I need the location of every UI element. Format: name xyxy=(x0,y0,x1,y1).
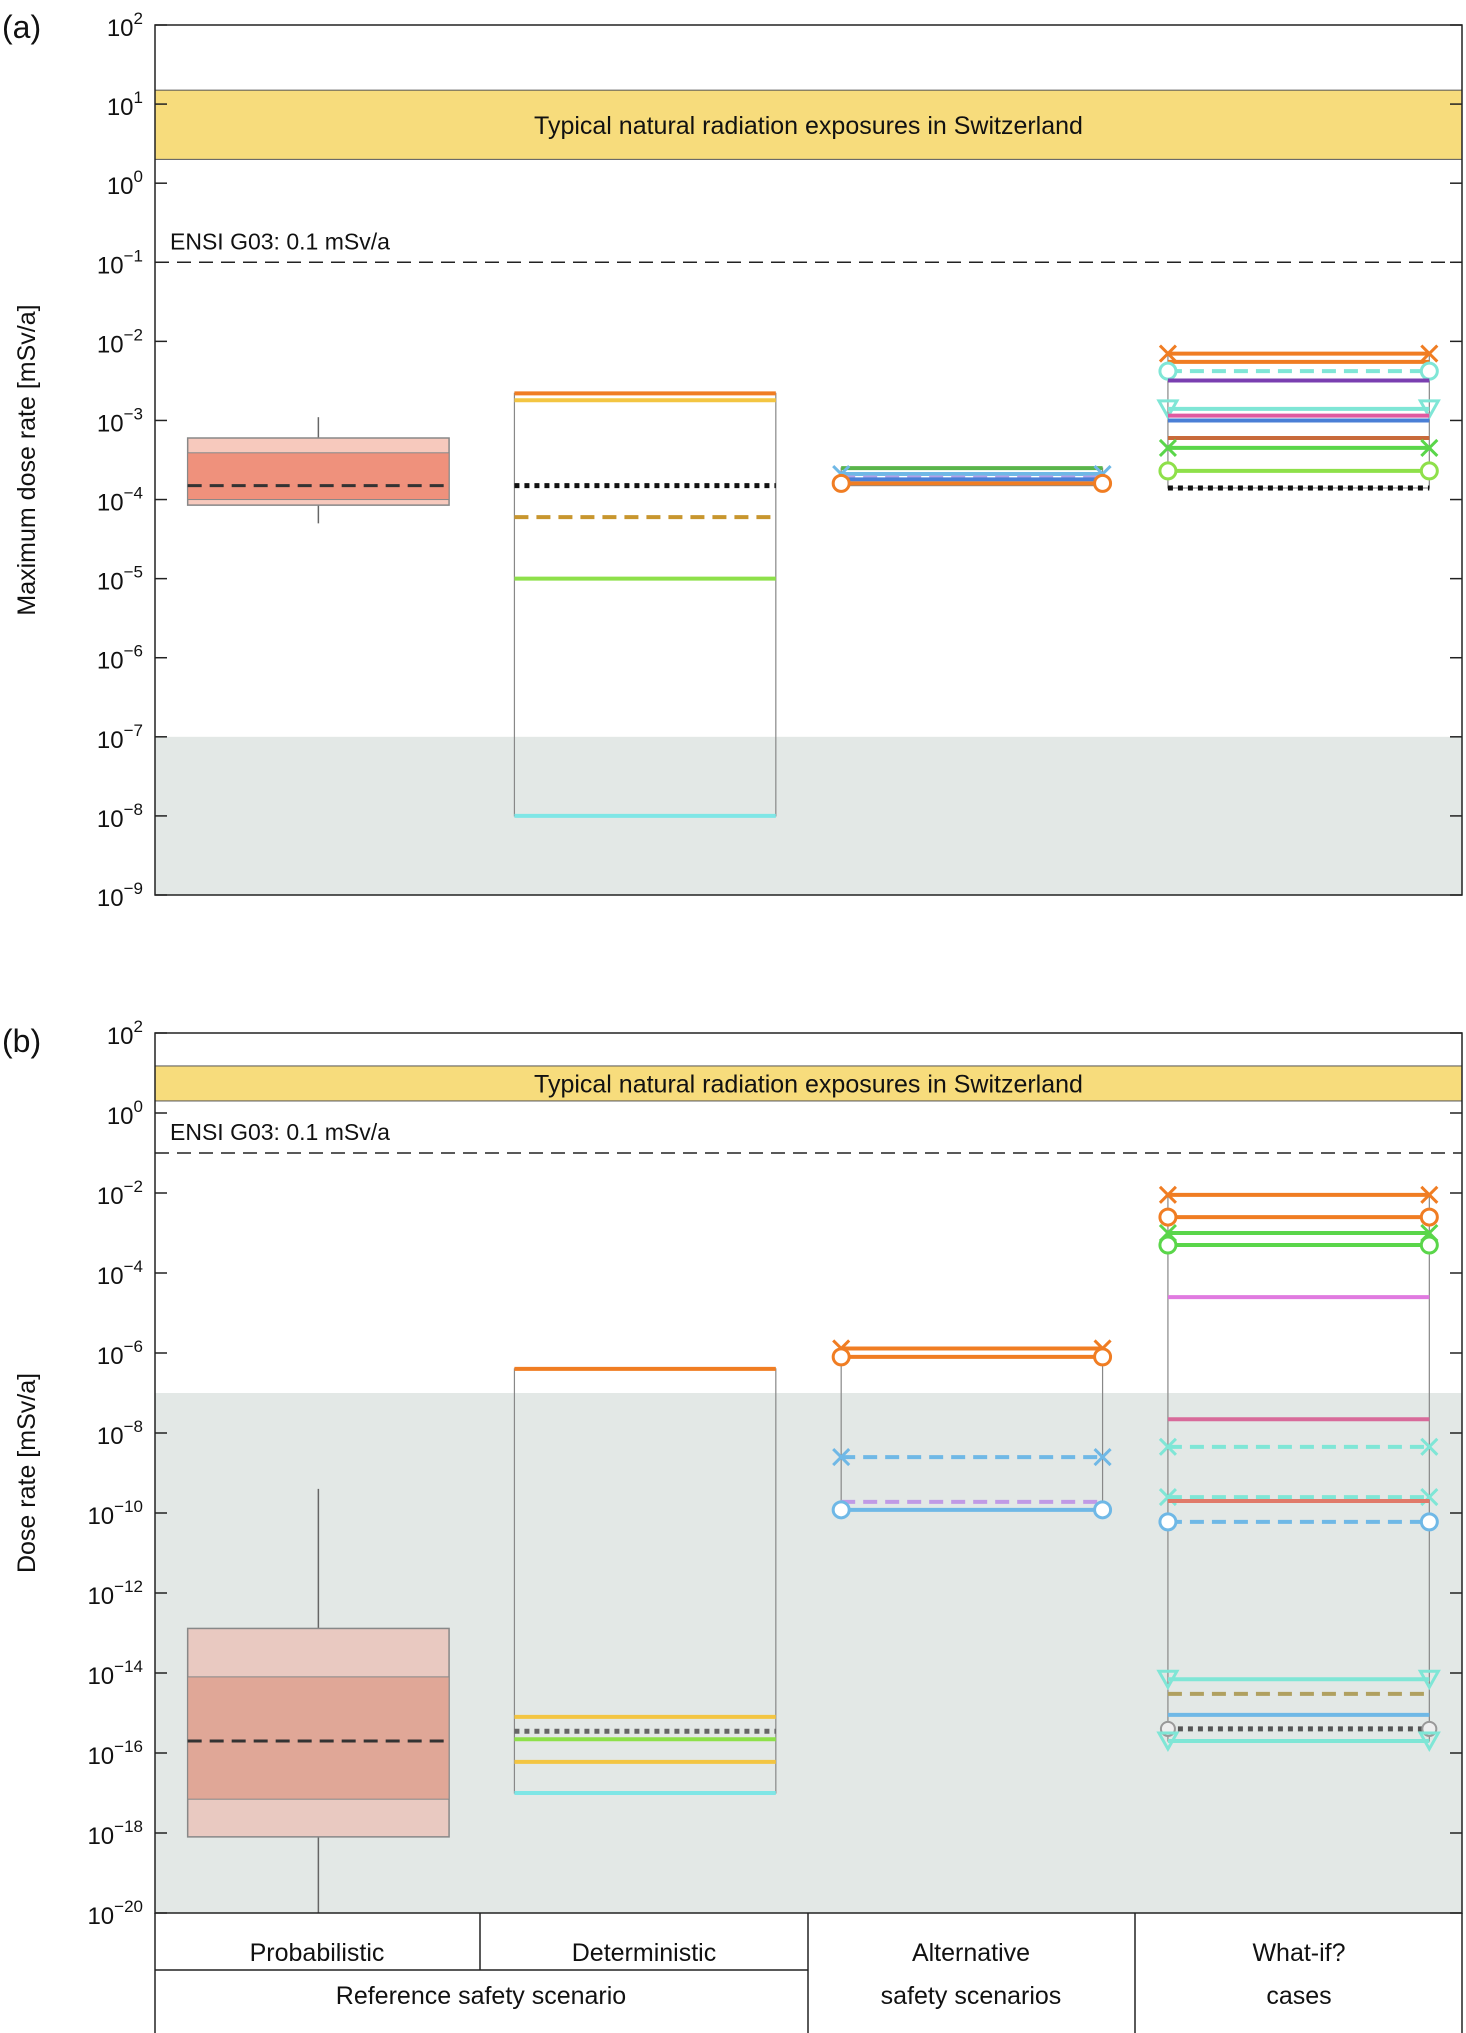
ensi-limit-label: ENSI G03: 0.1 mSv/a xyxy=(170,228,390,254)
panel-a-label: (a) xyxy=(2,9,41,45)
y-tick-label: 102 xyxy=(107,9,143,42)
scenario-marker xyxy=(1156,1669,1180,1691)
group-whatif xyxy=(1156,344,1441,491)
scenario-marker xyxy=(1417,399,1441,420)
y-tick-label: 10−5 xyxy=(97,563,143,596)
scenario-marker xyxy=(1417,1669,1441,1691)
scenario-marker xyxy=(1158,344,1177,363)
scenario-marker xyxy=(832,1448,851,1467)
scenario-marker xyxy=(1158,461,1178,481)
category-whatif-line1: What-if? xyxy=(1252,1939,1345,1967)
y-tick-label: 10−8 xyxy=(97,800,143,833)
panel-b-label: (b) xyxy=(2,1023,41,1059)
y-tick-label: 10−12 xyxy=(87,1577,143,1610)
group-whatif xyxy=(1156,1185,1441,1753)
y-tick-label: 10−20 xyxy=(87,1897,143,1930)
y-tick-label: 100 xyxy=(107,167,143,200)
category-probabilistic: Probabilistic xyxy=(250,1939,385,1967)
category-alternative-line1: Alternative xyxy=(912,1939,1030,1967)
y-tick-label: 10−14 xyxy=(87,1657,143,1690)
category-alternative-line2: safety scenarios xyxy=(881,1982,1062,2010)
y-tick-label: 102 xyxy=(107,1017,143,1050)
scenario-marker xyxy=(1420,344,1439,363)
scenario-marker xyxy=(1156,399,1180,420)
scenario-marker xyxy=(1420,438,1439,457)
scenario-marker xyxy=(1158,438,1177,457)
y-axis-label: Maximum dose rate [mSv/a] xyxy=(13,304,41,615)
scenario-marker xyxy=(1420,1185,1439,1204)
scenario-marker xyxy=(1158,1235,1178,1255)
scenario-marker xyxy=(1158,1207,1178,1227)
chart-b: Typical natural radiation exposures in S… xyxy=(13,1017,1463,1930)
scenario-marker xyxy=(1156,1731,1180,1753)
scenario-marker xyxy=(1093,1500,1113,1520)
y-tick-label: 10−2 xyxy=(97,325,143,358)
scenario-marker xyxy=(831,473,851,493)
group-probabilistic xyxy=(186,1488,450,1913)
y-tick-label: 10−2 xyxy=(97,1177,143,1210)
natural-radiation-band xyxy=(154,89,1463,160)
natural-radiation-label: Typical natural radiation exposures in S… xyxy=(534,1070,1083,1098)
group-probabilistic xyxy=(186,417,450,524)
group-deterministic xyxy=(513,1366,777,1795)
scenario-marker xyxy=(1419,1207,1439,1227)
group-deterministic xyxy=(513,391,777,818)
natural-radiation-band xyxy=(154,1065,1463,1102)
scenario-marker xyxy=(831,1500,851,1520)
group-alternative xyxy=(831,1339,1113,1520)
scenario-marker xyxy=(1419,361,1439,381)
ensi-limit-label: ENSI G03: 0.1 mSv/a xyxy=(170,1119,390,1145)
low-dose-band xyxy=(155,736,1462,895)
y-tick-label: 10−6 xyxy=(97,1337,143,1370)
scenario-marker xyxy=(1158,1437,1177,1456)
scenario-marker xyxy=(1158,1185,1177,1204)
group-alternative xyxy=(831,465,1113,493)
y-axis-label: Dose rate [mSv/a] xyxy=(13,1373,41,1573)
scenario-marker xyxy=(1420,1437,1439,1456)
y-tick-label: 10−3 xyxy=(97,404,143,437)
y-tick-label: 10−9 xyxy=(97,879,143,912)
scenario-marker xyxy=(1158,361,1178,381)
y-tick-label: 10−4 xyxy=(97,1257,143,1290)
y-tick-label: 10−6 xyxy=(97,642,143,675)
category-deterministic: Deterministic xyxy=(572,1939,716,1967)
natural-radiation-label: Typical natural radiation exposures in S… xyxy=(534,112,1083,140)
scenario-marker xyxy=(1419,1512,1439,1532)
y-tick-label: 10−1 xyxy=(97,246,143,279)
category-whatif-line2: cases xyxy=(1266,1982,1331,2010)
box-inner xyxy=(187,452,450,501)
plot-frame xyxy=(154,24,1463,896)
scenario-marker xyxy=(831,1347,851,1367)
scenario-marker xyxy=(1417,1731,1441,1753)
chart-a: Typical natural radiation exposures in S… xyxy=(13,9,1463,912)
scenario-marker xyxy=(1093,1448,1112,1467)
scenario-marker xyxy=(1158,1512,1178,1532)
y-tick-label: 10−16 xyxy=(87,1737,143,1770)
y-tick-label: 10−10 xyxy=(87,1497,143,1530)
y-tick-label: 101 xyxy=(107,88,143,121)
category-table: Probabilistic Deterministic Alternative … xyxy=(154,1913,1463,2033)
category-reference-label: Reference safety scenario xyxy=(336,1982,626,2010)
y-tick-label: 100 xyxy=(107,1097,143,1130)
scenario-marker xyxy=(1419,461,1439,481)
scenario-marker xyxy=(1093,473,1113,493)
box-inner xyxy=(187,1676,450,1800)
y-tick-label: 10−4 xyxy=(97,484,143,517)
y-tick-label: 10−7 xyxy=(97,721,143,754)
y-tick-label: 10−8 xyxy=(97,1417,143,1450)
y-tick-label: 10−18 xyxy=(87,1817,143,1850)
scenario-marker xyxy=(1419,1235,1439,1255)
scenario-marker xyxy=(1093,1347,1113,1367)
